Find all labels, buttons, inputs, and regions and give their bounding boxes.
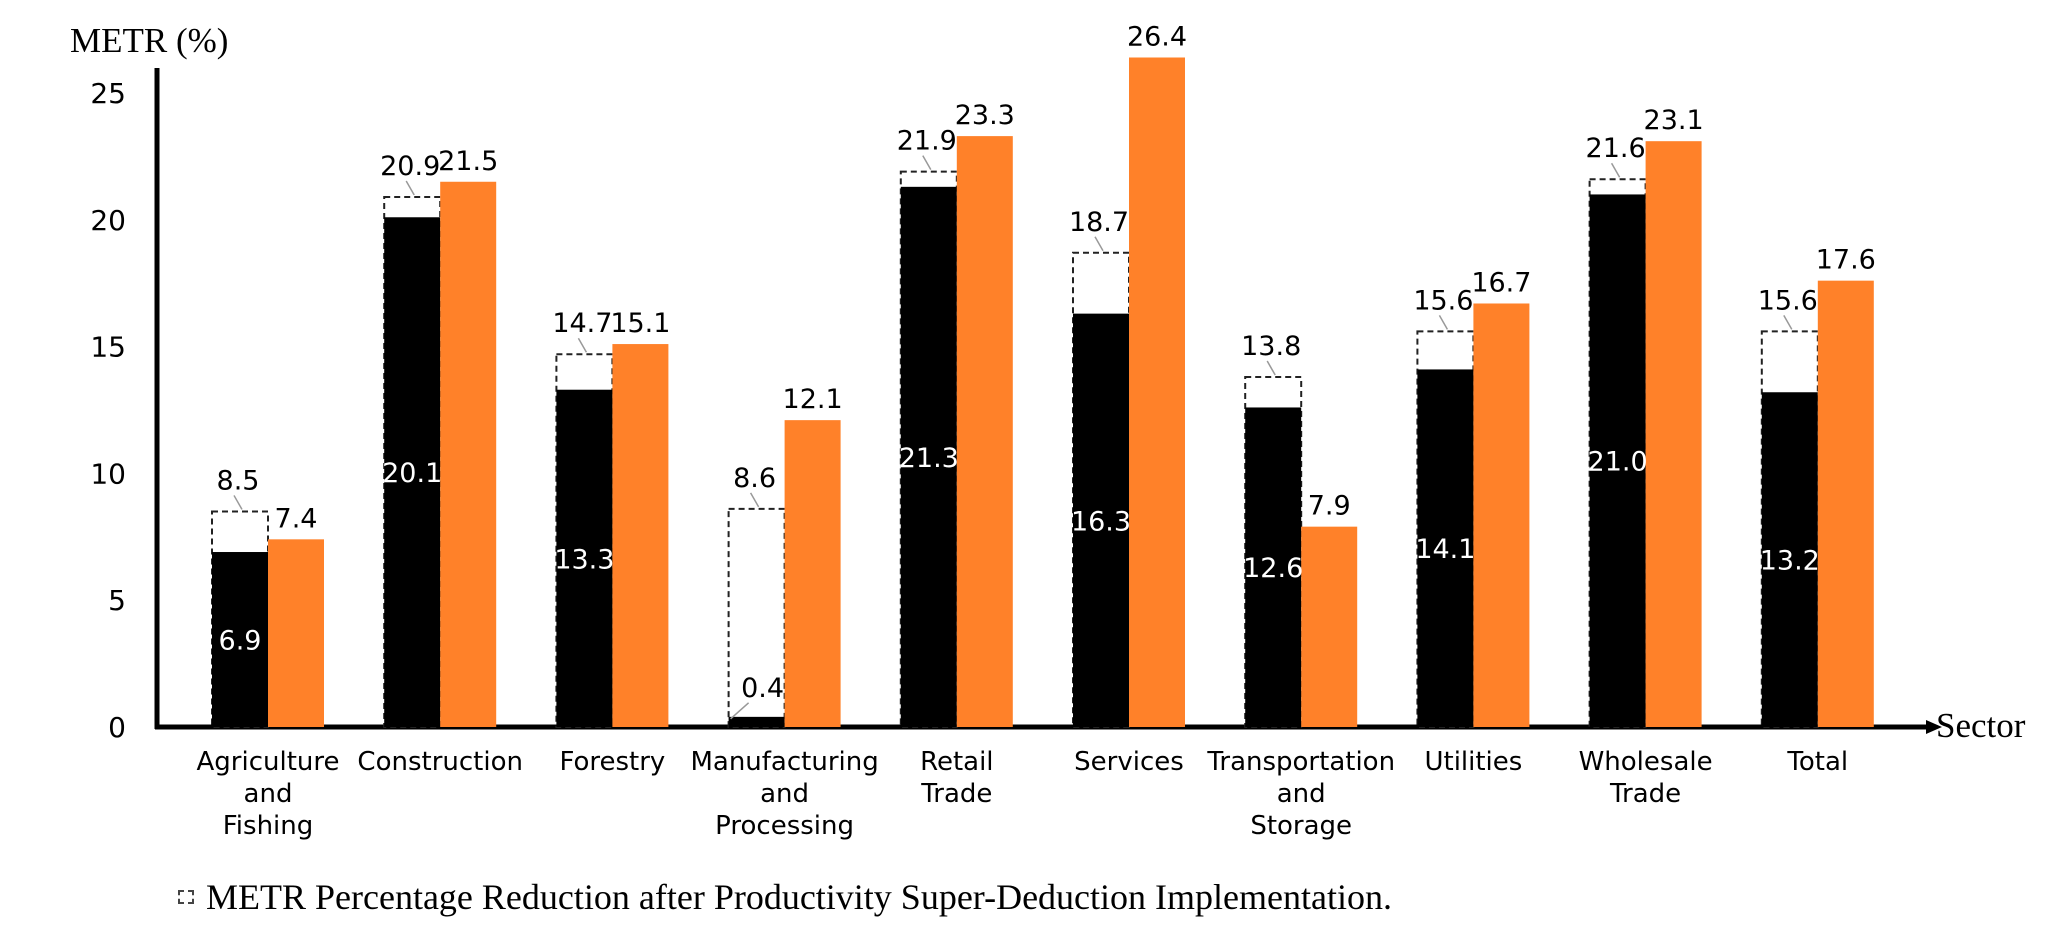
legend-text: METR Percentage Reduction after Producti… <box>206 877 1392 917</box>
label-leader-line <box>1094 236 1104 252</box>
category-label: Services <box>1074 747 1184 777</box>
bar-orange <box>612 344 669 727</box>
y-tick-label: 15 <box>90 331 126 364</box>
label-leader-line <box>1266 360 1276 376</box>
category-label: Agriculture <box>197 747 340 777</box>
label-leader-line <box>749 492 760 508</box>
y-tick-label: 10 <box>90 457 126 490</box>
bars <box>211 57 1874 728</box>
bar-orange <box>1301 526 1358 727</box>
category-label: Total <box>1786 747 1848 777</box>
y-ticks: 0 5 10 15 20 25 <box>90 77 126 744</box>
label-leader-line <box>1438 315 1449 330</box>
data-label-black: 0.4 <box>741 673 784 704</box>
data-label-outline: 15.6 <box>1758 285 1818 316</box>
data-label-outline: 18.7 <box>1069 207 1129 238</box>
label-leader-line <box>922 155 932 170</box>
y-tick-label: 25 <box>90 77 126 110</box>
data-label-outline: 20.9 <box>380 151 440 182</box>
data-label-outline: 8.5 <box>217 465 260 496</box>
data-label-outline: 8.6 <box>733 463 776 494</box>
x-axis-arrow-icon <box>1926 720 1942 734</box>
category-label: Processing <box>715 811 854 841</box>
data-label-black: 13.2 <box>1760 546 1820 577</box>
category-label: and <box>760 779 809 809</box>
category-label: Transportation <box>1206 747 1395 777</box>
bar-black <box>1073 313 1129 727</box>
data-label-orange: 12.1 <box>783 384 843 415</box>
data-label-black: 6.9 <box>219 626 262 657</box>
bar-black <box>212 552 268 727</box>
category-label: Trade <box>920 779 992 809</box>
data-label-orange: 15.1 <box>610 308 670 339</box>
legend: METR Percentage Reduction after Producti… <box>178 876 1392 918</box>
data-label-outline: 21.6 <box>1586 133 1646 164</box>
data-label-orange: 16.7 <box>1471 267 1531 298</box>
bar-black <box>1589 194 1646 727</box>
bar-orange <box>440 181 497 727</box>
label-leader-line <box>730 702 750 720</box>
category-label: Manufacturing <box>690 747 878 777</box>
data-label-orange: 26.4 <box>1127 21 1187 52</box>
bar-black <box>384 217 441 728</box>
category-label: and <box>1277 779 1326 809</box>
bar-chart: METR (%) Sector 0 5 10 15 20 25 8.5 6.9 7.4 20.9… <box>70 21 2026 841</box>
label-leader-line <box>1783 315 1793 330</box>
y-axis-label: METR (%) <box>70 21 228 60</box>
data-label-black: 21.3 <box>899 443 959 474</box>
label-leader-line <box>577 337 588 353</box>
bar-black <box>728 716 785 727</box>
bar-orange <box>268 539 324 727</box>
data-label-outline: 14.7 <box>552 308 612 339</box>
bar-black <box>556 389 613 727</box>
data-label-black: 20.1 <box>382 458 442 489</box>
data-label-outline: 21.9 <box>897 126 957 157</box>
bar-orange <box>784 420 841 727</box>
bar-black <box>900 186 957 727</box>
label-leader-line <box>233 495 243 510</box>
data-label-black: 13.3 <box>554 544 614 575</box>
data-label-black: 16.3 <box>1071 506 1131 537</box>
data-label-black: 12.6 <box>1243 553 1303 584</box>
bar-orange <box>956 136 1013 727</box>
data-label-orange: 17.6 <box>1816 245 1876 276</box>
data-label-orange: 23.1 <box>1644 105 1704 136</box>
y-tick-label: 5 <box>108 584 126 617</box>
data-label-orange: 7.4 <box>275 503 318 534</box>
category-label: Construction <box>357 747 523 777</box>
y-tick-label: 0 <box>108 711 126 744</box>
bar-black <box>1245 407 1302 727</box>
category-label: Retail <box>920 747 993 777</box>
bar-orange <box>1129 57 1185 728</box>
category-label: Utilities <box>1424 747 1522 777</box>
data-label-orange: 21.5 <box>438 146 498 177</box>
category-label: Trade <box>1609 779 1681 809</box>
data-labels: 8.5 6.9 7.4 20.9 20.1 21.5 14.7 13.3 15.1 8.6 0.4 1… <box>217 21 1876 720</box>
data-label-orange: 7.9 <box>1308 491 1351 522</box>
data-label-orange: 23.3 <box>955 100 1015 131</box>
bar-orange <box>1817 280 1874 727</box>
category-label: Storage <box>1250 811 1352 841</box>
category-label: Forestry <box>559 747 665 777</box>
bar-orange <box>1473 303 1530 727</box>
x-axis-label: Sector <box>1936 706 2026 745</box>
y-tick-label: 20 <box>90 204 126 237</box>
bar-black <box>1417 369 1474 727</box>
label-leader-line <box>405 180 415 196</box>
data-label-outline: 13.8 <box>1241 331 1301 362</box>
bar-orange <box>1645 141 1702 727</box>
data-label-black: 21.0 <box>1588 447 1648 478</box>
label-leader-line <box>1610 162 1621 178</box>
data-label-outline: 15.6 <box>1413 285 1473 316</box>
category-label: and <box>244 779 293 809</box>
bar-black <box>1761 392 1818 727</box>
category-label: Fishing <box>223 811 314 841</box>
axes: METR (%) Sector <box>70 21 2026 745</box>
category-label: Wholesale <box>1579 747 1713 777</box>
data-label-black: 14.1 <box>1415 534 1475 565</box>
legend-dashed-swatch-icon <box>178 890 194 904</box>
